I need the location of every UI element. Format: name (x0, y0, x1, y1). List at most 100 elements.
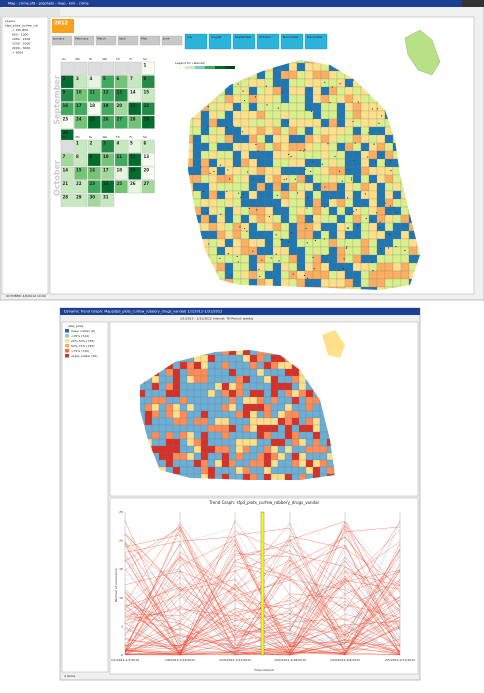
day-cell[interactable] (128, 139, 142, 153)
time-cursor[interactable] (260, 511, 265, 656)
day-cell[interactable] (87, 153, 101, 167)
day-cell[interactable] (60, 102, 74, 116)
map-tract (242, 410, 251, 419)
day-cell[interactable] (128, 75, 142, 89)
day-cell[interactable] (74, 193, 88, 207)
day-cell[interactable] (60, 115, 74, 129)
tree-item[interactable]: sfpd_plots_curfew_rob (5, 24, 38, 28)
day-cell[interactable] (114, 115, 128, 129)
tree-item[interactable]: 1000 - 1500 (12, 37, 30, 41)
day-cell[interactable] (87, 139, 101, 153)
day-cell[interactable] (128, 166, 142, 180)
day-cell[interactable] (128, 115, 142, 129)
tree-item[interactable]: > 3000 (12, 51, 23, 55)
day-cell[interactable] (128, 153, 142, 167)
day-cell[interactable] (101, 75, 115, 89)
day-cell[interactable] (74, 102, 88, 116)
window-controls[interactable] (462, 0, 484, 7)
day-cell[interactable] (101, 166, 115, 180)
map-tract (256, 431, 265, 440)
day-cell[interactable] (141, 102, 155, 116)
month-button[interactable] (184, 33, 208, 50)
day-cell[interactable] (141, 180, 155, 194)
legend-label: lower outlier (0) (71, 329, 95, 333)
day-cell[interactable] (101, 102, 115, 116)
day-cell[interactable] (74, 75, 88, 89)
day-number: 10 (76, 90, 82, 95)
day-cell[interactable] (74, 139, 88, 153)
month-button[interactable] (280, 33, 304, 50)
day-cell[interactable] (141, 139, 155, 153)
day-cell[interactable] (141, 75, 155, 89)
day-cell[interactable] (74, 180, 88, 194)
day-cell[interactable] (101, 193, 115, 207)
day-cell[interactable] (114, 88, 128, 102)
month-button[interactable] (73, 35, 95, 46)
map-tract (376, 190, 386, 200)
day-cell[interactable] (114, 61, 128, 75)
map-tract (158, 375, 167, 384)
month-button[interactable] (95, 35, 117, 46)
day-cell[interactable] (87, 88, 101, 102)
day-cell[interactable] (101, 180, 115, 194)
day-cell[interactable] (114, 102, 128, 116)
day-cell[interactable] (87, 115, 101, 129)
map-tract (193, 431, 202, 440)
map-tract (232, 166, 242, 176)
tree-item[interactable]: < 700-850 (12, 28, 28, 32)
day-cell[interactable] (87, 61, 101, 75)
tree-item[interactable]: 2000 - 3000 (12, 46, 30, 50)
day-cell[interactable] (114, 153, 128, 167)
day-cell[interactable] (74, 88, 88, 102)
tree-item[interactable]: 850 - 1000 (12, 33, 28, 37)
year-box[interactable] (52, 19, 74, 33)
day-cell[interactable] (60, 153, 74, 167)
day-cell[interactable] (128, 102, 142, 116)
day-cell[interactable] (141, 153, 155, 167)
month-button[interactable] (117, 35, 139, 46)
day-cell[interactable] (101, 139, 115, 153)
day-cell[interactable] (60, 88, 74, 102)
month-button[interactable] (256, 33, 280, 50)
day-cell[interactable] (141, 61, 155, 75)
day-cell[interactable] (60, 193, 74, 207)
month-button[interactable] (51, 35, 73, 46)
month-button[interactable] (208, 33, 232, 50)
day-cell[interactable] (101, 153, 115, 167)
day-cell[interactable] (128, 61, 142, 75)
month-button[interactable] (304, 33, 328, 50)
day-cell[interactable] (114, 139, 128, 153)
day-cell[interactable] (74, 61, 88, 75)
day-cell[interactable] (114, 180, 128, 194)
day-cell[interactable] (60, 61, 74, 75)
day-cell[interactable] (141, 166, 155, 180)
day-cell[interactable] (74, 153, 88, 167)
day-cell[interactable] (60, 139, 74, 153)
day-cell[interactable] (60, 166, 74, 180)
day-cell[interactable] (101, 61, 115, 75)
day-cell[interactable] (114, 166, 128, 180)
day-cell[interactable] (87, 75, 101, 89)
day-cell[interactable] (101, 115, 115, 129)
tree-item[interactable]: Layers (5, 19, 15, 23)
map-tract (214, 361, 223, 370)
day-cell[interactable] (87, 166, 101, 180)
day-cell[interactable] (60, 180, 74, 194)
tree-item[interactable]: 1500 - 2000 (12, 42, 30, 46)
day-cell[interactable] (114, 75, 128, 89)
day-cell[interactable] (74, 115, 88, 129)
day-cell[interactable] (87, 102, 101, 116)
day-cell[interactable] (87, 193, 101, 207)
map-tract (368, 278, 378, 288)
day-cell[interactable] (141, 88, 155, 102)
day-cell[interactable] (87, 180, 101, 194)
day-cell[interactable] (128, 180, 142, 194)
day-cell[interactable] (101, 88, 115, 102)
day-cell[interactable] (141, 115, 155, 129)
day-cell[interactable] (74, 166, 88, 180)
day-cell[interactable] (60, 75, 74, 89)
day-cell[interactable] (128, 88, 142, 102)
month-button[interactable] (139, 35, 161, 46)
month-button[interactable] (161, 35, 183, 46)
month-button[interactable] (232, 33, 256, 50)
